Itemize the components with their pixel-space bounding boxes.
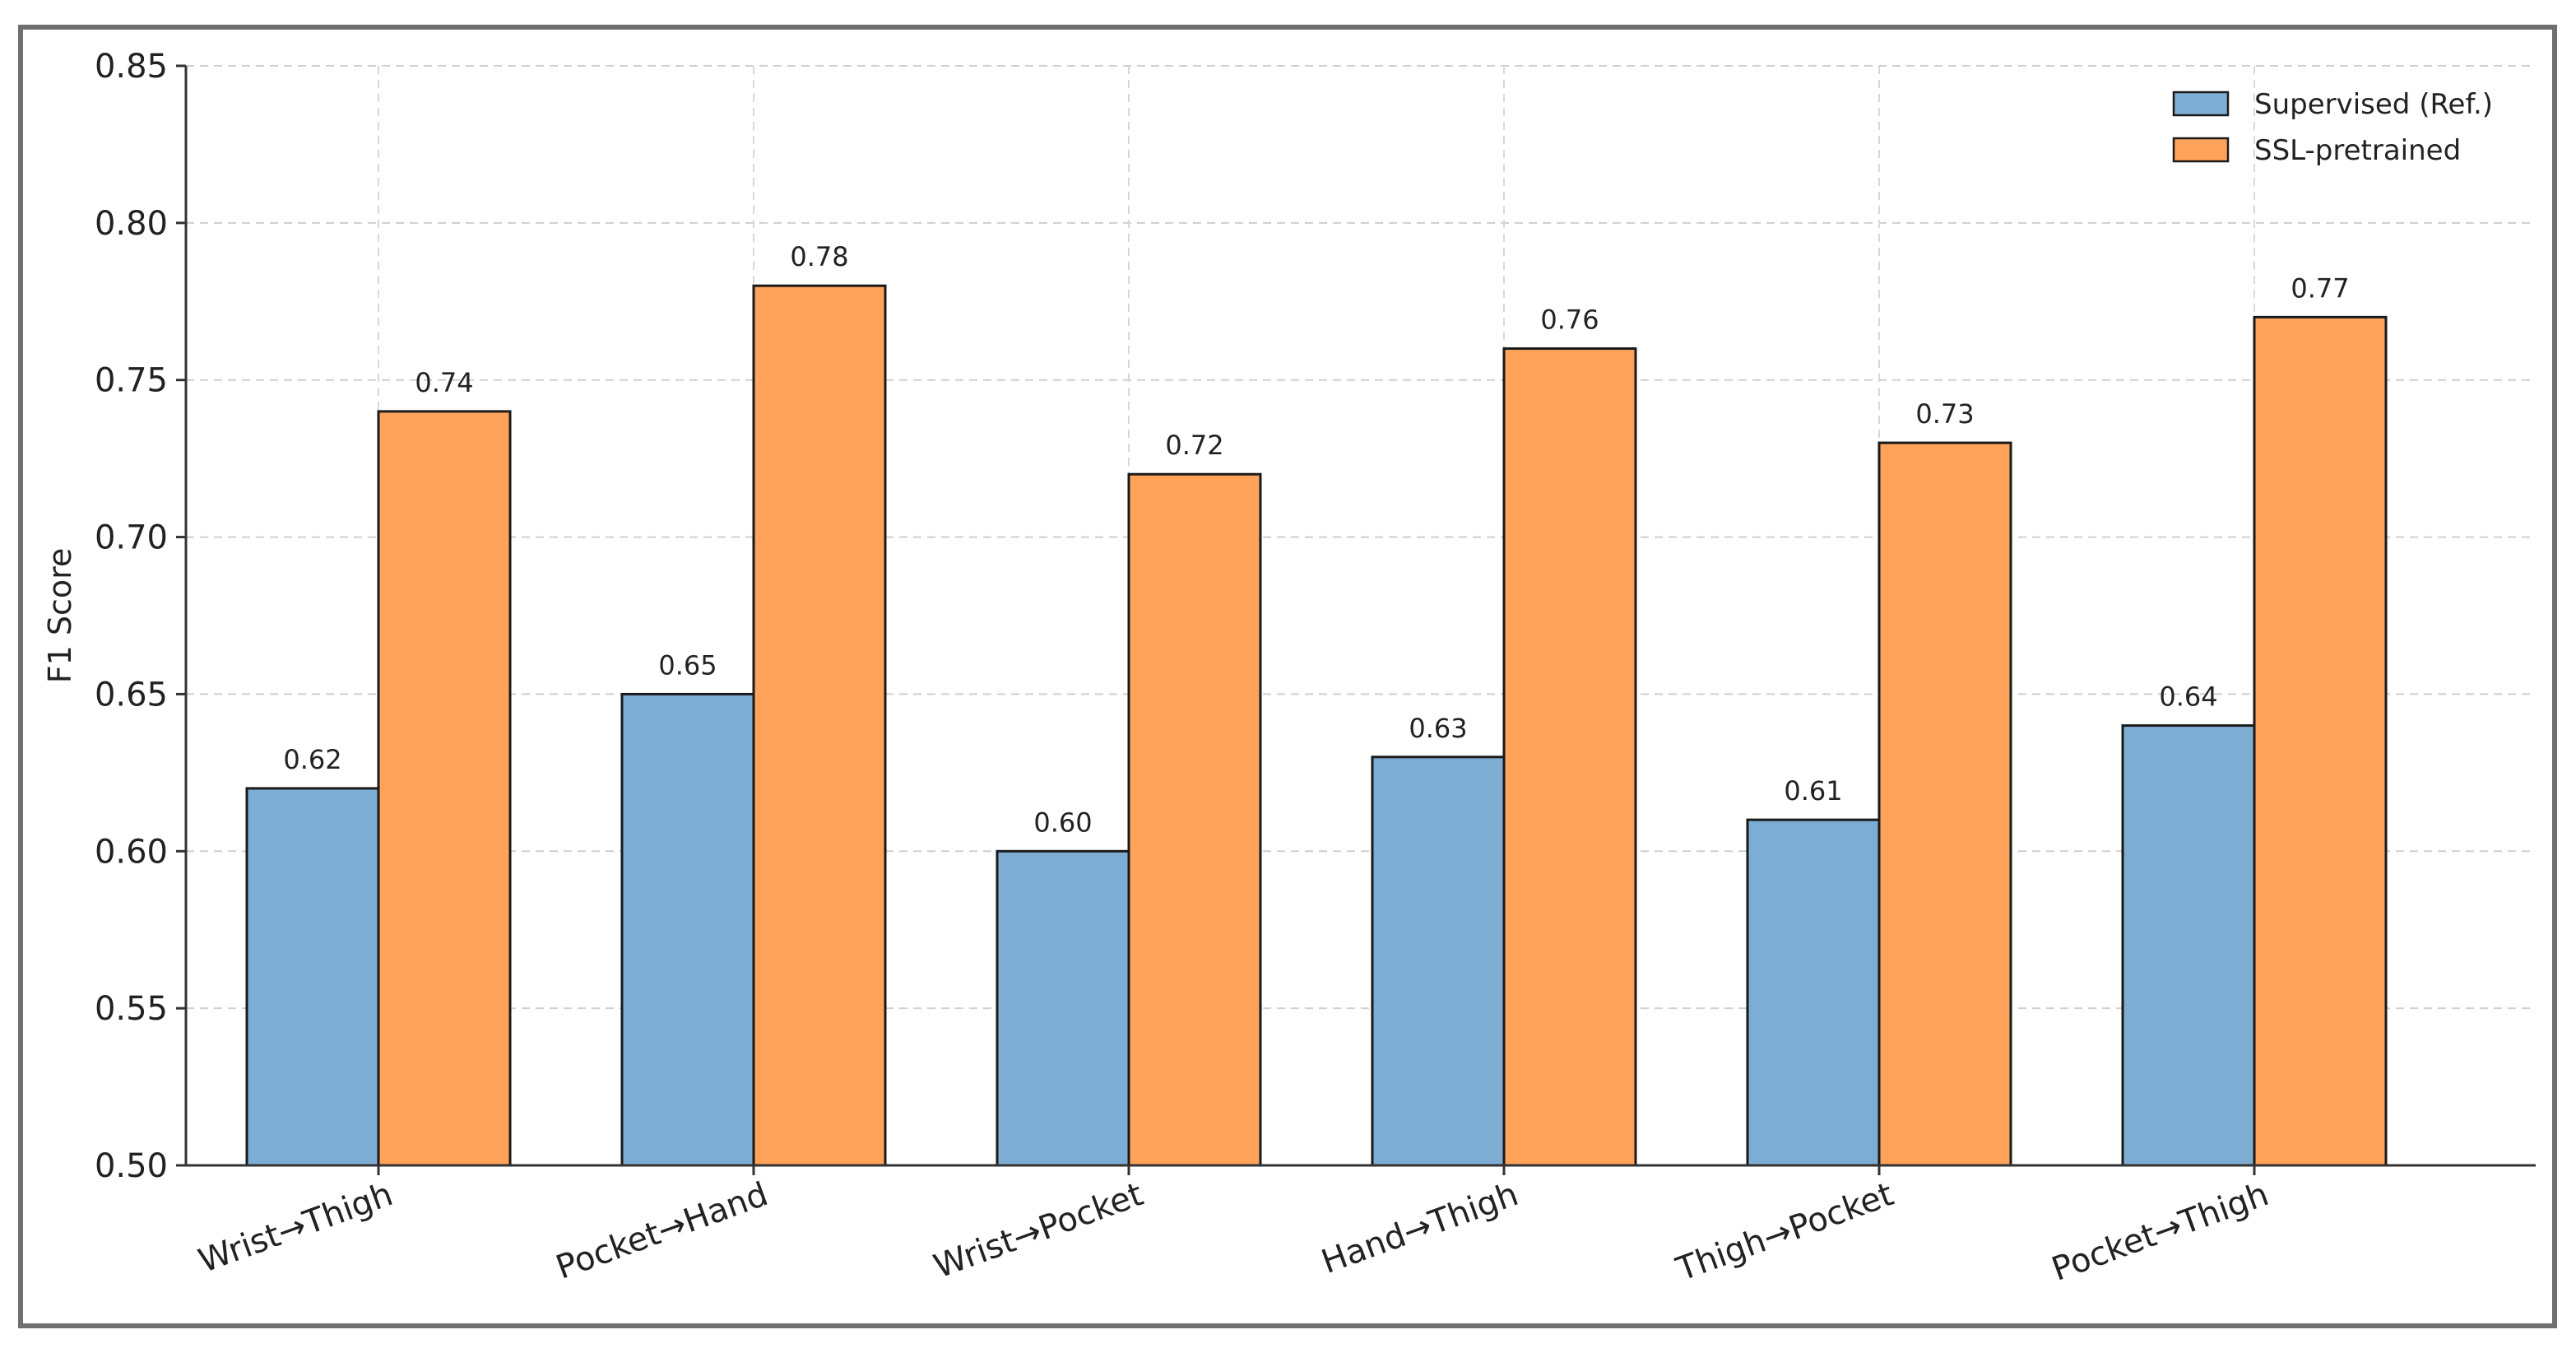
bar-value-label: 0.62 <box>283 744 341 775</box>
y-axis-label: F1 Score <box>42 548 78 684</box>
ssl-pretrained-bar <box>1127 472 1262 1167</box>
y-tick-label: 0.85 <box>95 48 168 86</box>
y-tick-label: 0.50 <box>95 1147 168 1185</box>
y-tick-label: 0.55 <box>95 990 168 1028</box>
y-tick-label: 0.60 <box>95 833 168 871</box>
supervised-bar <box>620 692 755 1167</box>
legend: Supervised (Ref.) SSL-pretrained <box>2172 88 2493 167</box>
bar-value-label: 0.77 <box>2291 272 2349 304</box>
x-tick-label: Pocket→Hand <box>551 1175 773 1287</box>
x-tick-label: Hand→Thigh <box>1316 1175 1523 1281</box>
chart-frame: 0.50 0.55 0.60 0.65 0.70 0.75 0.80 0.85 Wrist→Th… <box>18 25 2557 1328</box>
supervised-bar <box>245 787 380 1167</box>
ssl-pretrained-bar <box>2253 315 2388 1167</box>
bar-value-label: 0.64 <box>2159 681 2217 713</box>
supervised-bar <box>1371 756 1506 1167</box>
x-tick-label: Thigh→Pocket <box>1671 1175 1898 1289</box>
bar-value-label: 0.73 <box>1915 398 1974 430</box>
legend-swatch-supervised <box>2172 91 2230 117</box>
bar-value-label: 0.65 <box>658 649 717 681</box>
ssl-pretrained-bar <box>1877 441 2012 1167</box>
ssl-pretrained-bar <box>377 410 512 1167</box>
bar-value-label: 0.60 <box>1033 807 1092 838</box>
bar-value-label: 0.76 <box>1540 305 1599 336</box>
legend-label-supervised: Supervised (Ref.) <box>2254 88 2493 121</box>
ssl-pretrained-bar <box>752 284 887 1167</box>
legend-swatch-ssl-pretrained <box>2172 137 2230 163</box>
bar-value-label: 0.74 <box>415 367 473 398</box>
x-tick-label: Pocket→Thigh <box>2047 1175 2273 1289</box>
y-tick-label: 0.80 <box>95 205 168 243</box>
x-tick-label: Wrist→Thigh <box>194 1175 398 1281</box>
bar-value-label: 0.61 <box>1784 775 1842 807</box>
y-tick-label: 0.70 <box>95 519 168 557</box>
data-labels: 0.62 0.65 0.60 0.63 0.61 0.64 0.74 0.78 0.72 0.76… <box>283 241 2349 838</box>
supervised-bar <box>1746 818 1881 1167</box>
supervised-bar <box>2121 724 2256 1167</box>
bar-value-label: 0.72 <box>1165 430 1223 461</box>
legend-label-ssl-pretrained: SSL-pretrained <box>2254 134 2461 167</box>
bars <box>245 284 2388 1167</box>
bar-value-label: 0.78 <box>790 241 848 272</box>
supervised-bar <box>996 849 1130 1167</box>
x-tick-label: Wrist→Pocket <box>929 1175 1148 1286</box>
f1-score-bar-chart: 0.50 0.55 0.60 0.65 0.70 0.75 0.80 0.85 Wrist→Th… <box>42 48 2536 1289</box>
ssl-pretrained-bar <box>1502 347 1637 1167</box>
y-tick-label: 0.75 <box>95 362 168 400</box>
bar-value-label: 0.63 <box>1409 713 1467 744</box>
y-tick-label: 0.65 <box>95 676 168 714</box>
